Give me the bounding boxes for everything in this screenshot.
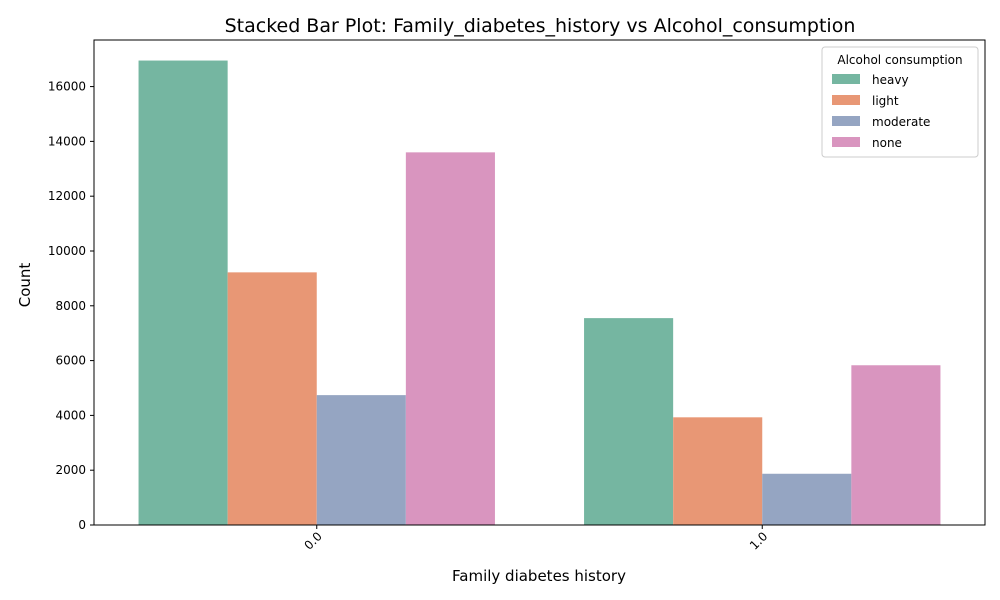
y-tick-label: 14000 [48,134,86,148]
y-axis-title: Count [16,263,34,308]
y-tick-label: 12000 [48,189,86,203]
y-tick-label: 6000 [55,354,86,368]
legend-swatch-light [832,95,860,105]
legend-swatch-none [832,137,860,147]
bar-moderate-0.0 [316,395,406,525]
legend-label-moderate: moderate [872,115,930,129]
legend-label-heavy: heavy [872,73,909,87]
y-axis: 0 2000 4000 6000 8000 10000 12000 14000 16000 [48,80,94,532]
legend-title: Alcohol consumption [837,53,962,67]
bar-moderate-1.0 [762,473,852,525]
y-tick-label: 16000 [48,80,86,94]
x-axis-title: Family diabetes history [452,567,626,585]
x-tick-label: 0.0 [301,529,324,552]
bar-heavy-1.0 [584,318,674,525]
y-tick-label: 2000 [55,463,86,477]
bar-light-0.0 [227,272,317,525]
legend-swatch-heavy [832,74,860,84]
y-tick-label: 0 [78,518,86,532]
plot-frame [93,39,986,526]
chart-title: Stacked Bar Plot: Family_diabetes_histor… [225,15,856,37]
bar-light-1.0 [673,417,763,525]
y-tick-label: 4000 [55,408,86,422]
bars [138,60,941,526]
x-axis: 0.0 1.0 [301,525,770,553]
legend-swatch-moderate [832,116,860,126]
x-tick-label: 1.0 [747,529,770,552]
y-tick-label: 8000 [55,299,86,313]
legend-box [821,46,979,158]
y-tick-label: 10000 [48,244,86,258]
bar-heavy-0.0 [138,60,228,526]
bar-none-0.0 [405,152,495,525]
legend: Alcohol consumption heavy light moderate no… [821,46,979,158]
bar-none-1.0 [851,365,941,525]
legend-label-light: light [872,94,899,108]
legend-items: heavy light moderate none [832,73,930,150]
legend-label-none: none [872,136,902,150]
